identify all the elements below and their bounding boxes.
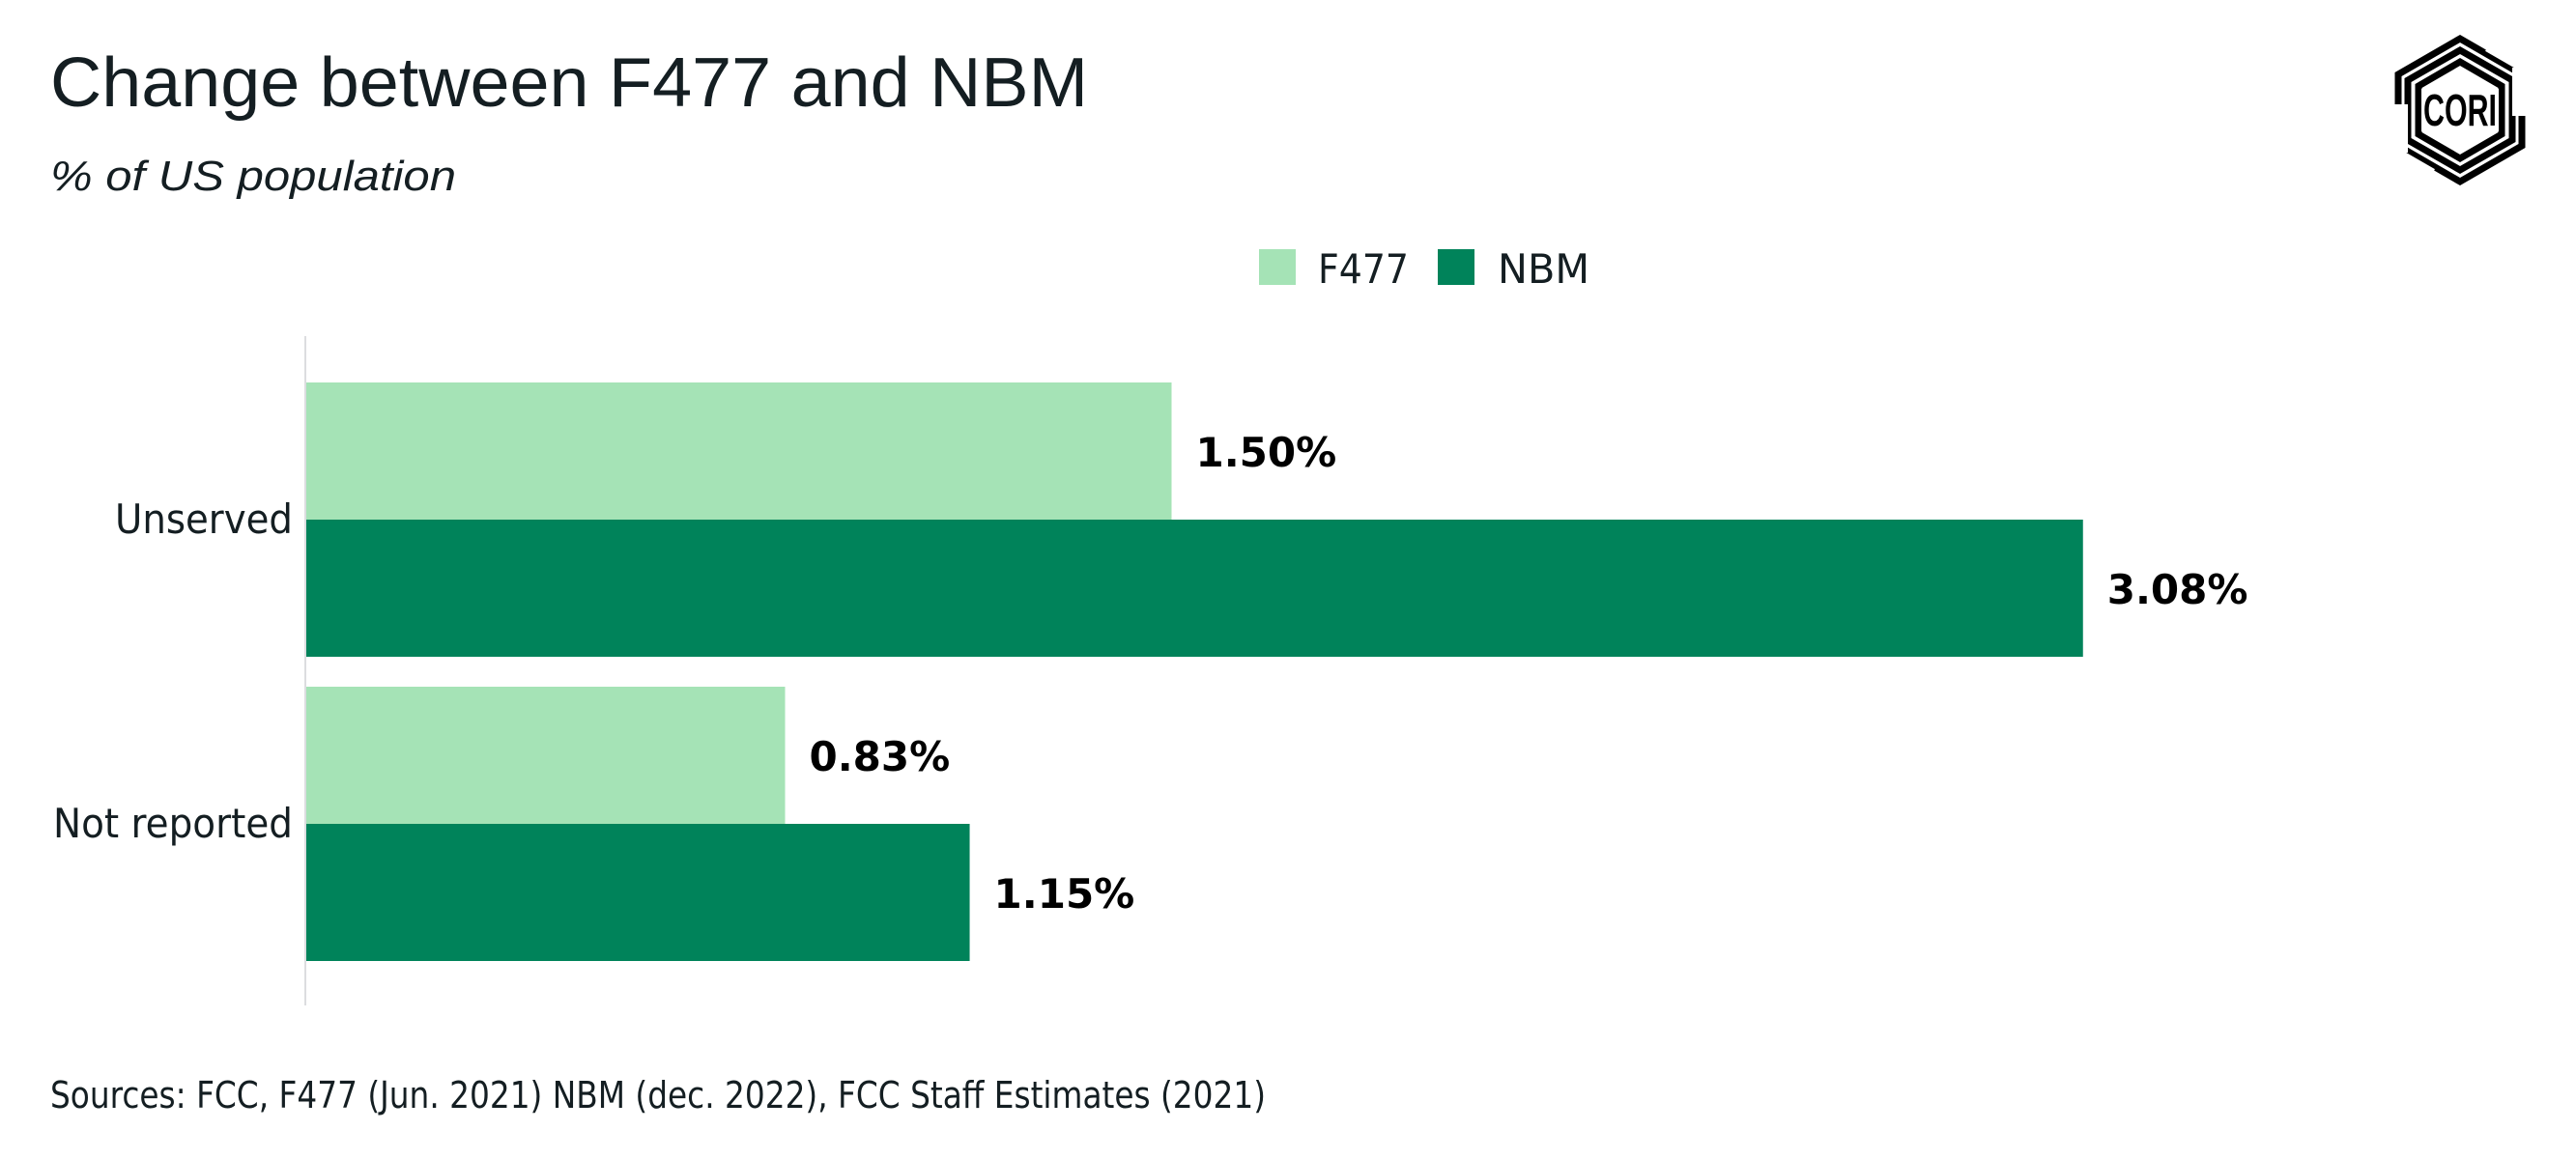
value-label-nbm-unserved: 3.08% (2107, 566, 2248, 613)
bars (306, 382, 2083, 961)
source-note: Sources: FCC, F477 (Jun. 2021) NBM (dec.… (50, 1074, 1266, 1117)
category-label-not-reported: Not reported (53, 800, 293, 847)
bar-f477-unserved (306, 382, 1172, 520)
value-label-nbm-not-reported: 1.15% (994, 870, 1135, 918)
bar-nbm-unserved (306, 520, 2083, 657)
legend-label-f477: F477 (1318, 245, 1409, 293)
bar-f477-not-reported (306, 687, 786, 824)
legend-label-nbm: NBM (1498, 245, 1589, 293)
logo-hexagon-inner (2415, 57, 2505, 163)
category-label-unserved: Unserved (115, 495, 293, 543)
chart-title: Change between F477 and NBM (50, 44, 1088, 122)
logo-text: CORI (2423, 85, 2497, 135)
value-label-f477-not-reported: 0.83% (810, 733, 951, 780)
bar-nbm-not-reported (306, 824, 970, 961)
legend-swatch-nbm (1438, 249, 1474, 285)
legend-swatch-f477 (1259, 249, 1296, 285)
value-label-f477-unserved: 1.50% (1196, 429, 1337, 476)
legend: F477 NBM (1259, 245, 1589, 293)
chart-subtitle: % of US population (50, 153, 456, 200)
cori-logo: CORI (2386, 34, 2534, 186)
